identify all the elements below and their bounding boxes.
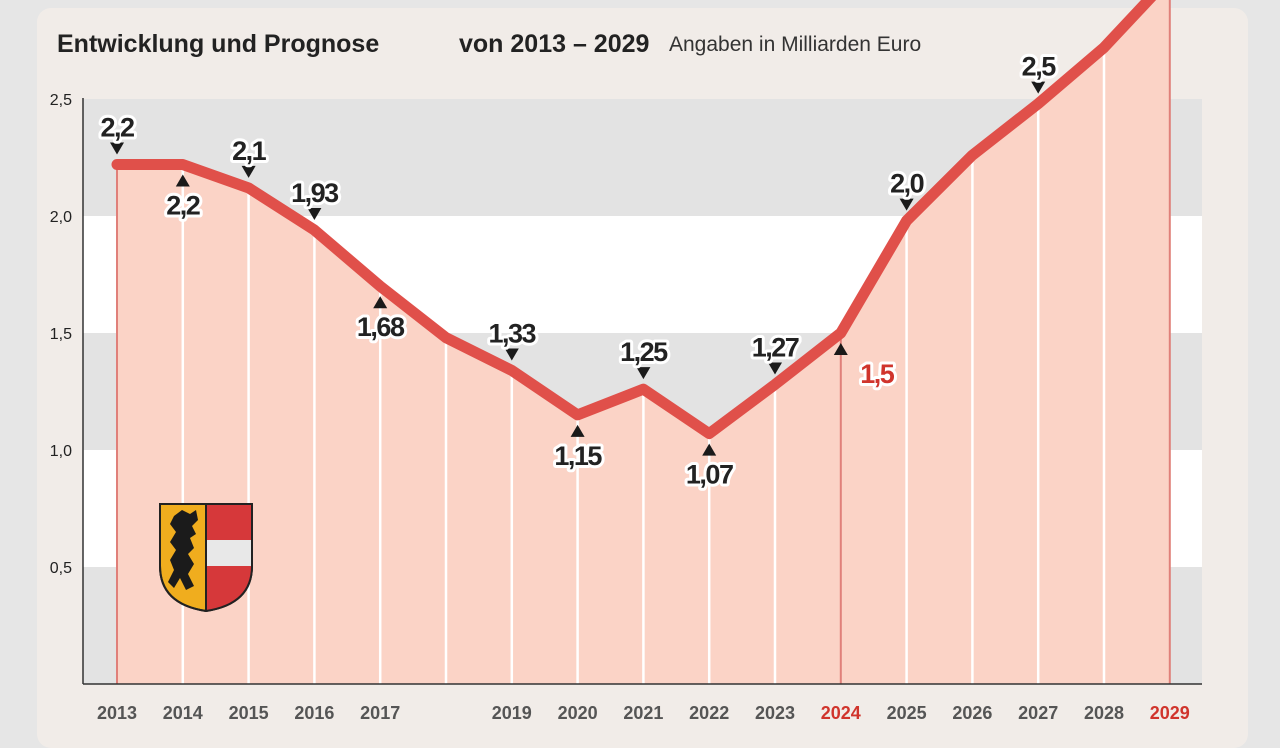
y-tick-label: 2,5	[50, 92, 72, 109]
data-label: 1,33	[489, 318, 537, 348]
x-tick-label: 2028	[1084, 703, 1124, 720]
data-marker	[175, 174, 190, 187]
year-gridlines	[116, 0, 1171, 684]
data-label: 2,2	[166, 191, 200, 221]
x-tick-label: 2023	[755, 703, 795, 720]
x-tick-label: 2016	[294, 703, 334, 720]
data-marker	[373, 296, 388, 309]
data-marker	[570, 424, 585, 437]
data-marker	[504, 348, 519, 361]
x-tick-label: 2029	[1150, 703, 1190, 720]
x-tick-label: 2027	[1018, 703, 1058, 720]
x-tick-label: 2014	[163, 703, 203, 720]
data-label: 2,1	[232, 136, 267, 166]
chart: 2,5 2,0 1,5 1,0 0,5 2013 2014 2015 2016 2017 2019…	[50, 0, 1202, 720]
series-line	[111, 0, 1157, 440]
x-tick-label: 2020	[558, 703, 598, 720]
data-marker	[899, 198, 914, 211]
data-label: 1,5	[860, 359, 895, 389]
data-label: 1,07	[686, 460, 733, 490]
x-tick-labels: 2013 2014 2015 2016 2017 2019 2020 2021 2022 2023…	[97, 703, 1190, 720]
x-tick-label: 2025	[887, 703, 927, 720]
data-label: 1,25	[620, 337, 668, 367]
x-tick-label: 2026	[952, 703, 992, 720]
x-tick-label: 2013	[97, 703, 137, 720]
data-label: 1,93	[291, 178, 339, 208]
y-tick-labels: 2,5 2,0 1,5 1,0 0,5	[50, 92, 72, 577]
data-marker	[307, 208, 322, 221]
x-tick-label: 2019	[492, 703, 532, 720]
coat-of-arms-icon	[159, 503, 253, 613]
data-labels: 2,2 2,2 2,1 1,93 1,68 1,33 1,15 1,25 1,07 1,27 1,5…	[97, 49, 1060, 493]
data-label: 2,5	[1022, 52, 1057, 82]
chart-title: Entwicklung und Prognose	[57, 30, 379, 58]
data-marker	[110, 142, 124, 155]
y-tick-label: 1,0	[50, 443, 72, 460]
data-marker	[241, 165, 256, 178]
x-tick-label: 2024	[821, 703, 861, 720]
chart-range: von 2013 – 2029	[459, 30, 649, 58]
data-markers	[110, 81, 1046, 456]
y-tick-label: 0,5	[50, 560, 72, 577]
data-marker	[768, 362, 782, 375]
chart-unit: Angaben in Milliarden Euro	[669, 33, 921, 56]
data-label: 1,68	[357, 312, 405, 342]
x-tick-label: 2021	[623, 703, 663, 720]
data-marker	[833, 343, 848, 355]
x-tick-label: 2017	[360, 703, 400, 720]
data-label: 1,27	[752, 332, 799, 362]
data-label: 2,0	[890, 169, 924, 199]
series-line-path	[111, 0, 1157, 440]
data-marker	[636, 367, 651, 380]
y-tick-label: 1,5	[50, 326, 72, 343]
data-marker	[702, 443, 717, 456]
data-label: 2,2	[100, 113, 134, 143]
x-tick-label: 2015	[229, 703, 269, 720]
data-marker	[1031, 81, 1046, 94]
data-label: 1,15	[554, 441, 602, 471]
x-tick-label: 2022	[689, 703, 729, 720]
y-tick-label: 2,0	[50, 209, 72, 226]
